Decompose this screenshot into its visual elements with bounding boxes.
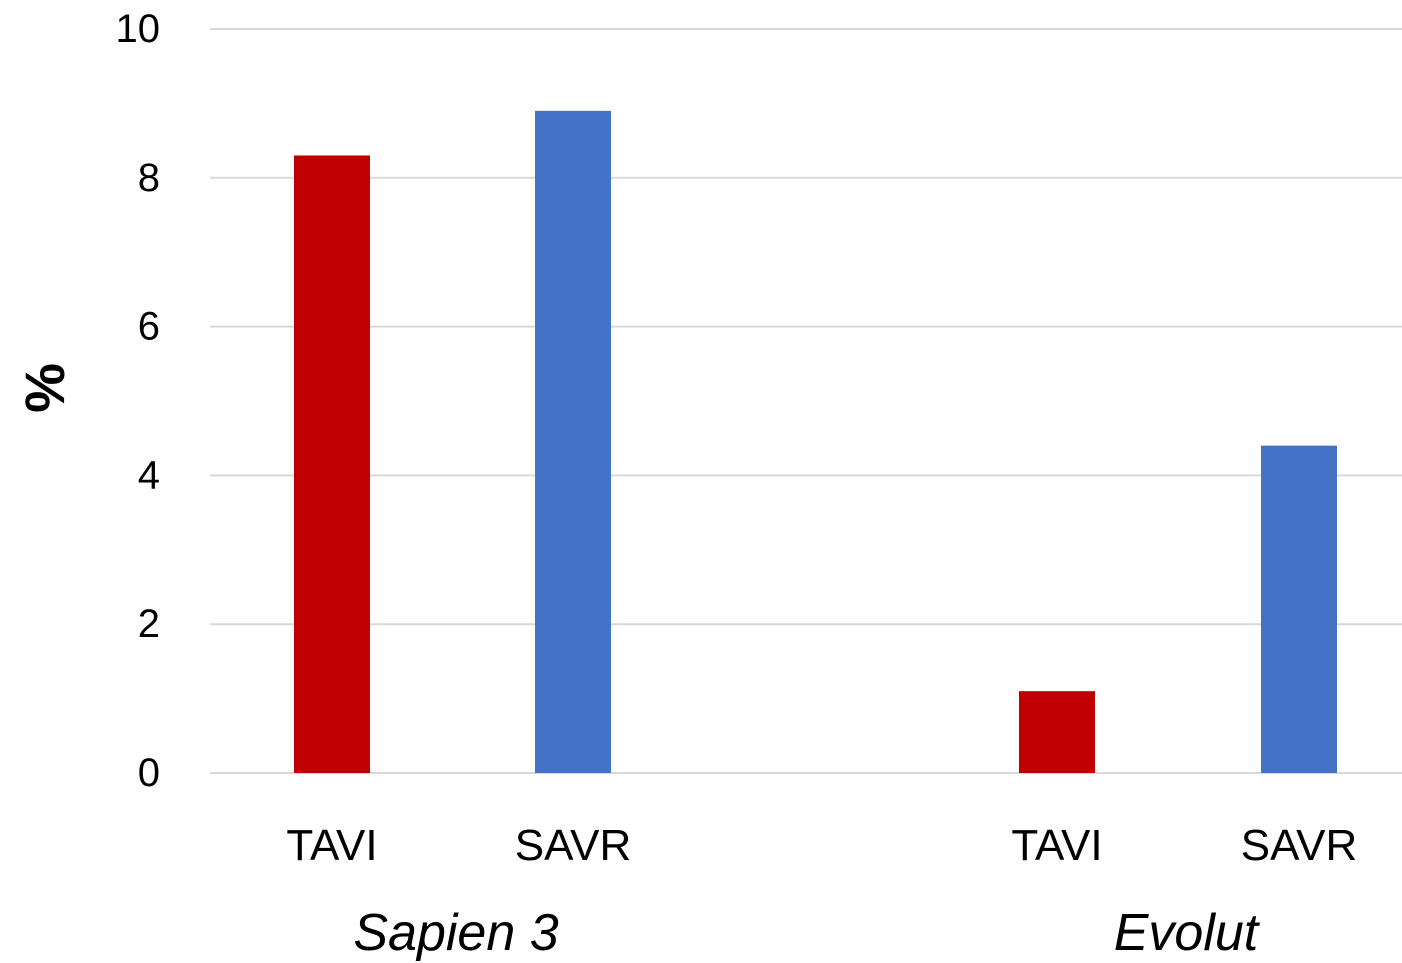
- group-label: Evolut: [1114, 904, 1261, 962]
- bars: [294, 110, 1337, 774]
- category-label: TAVI: [1011, 821, 1102, 870]
- y-tick-label: 2: [138, 602, 160, 646]
- group-label: Sapien 3: [353, 904, 558, 962]
- category-label: SAVR: [1241, 821, 1358, 870]
- y-axis-label: %: [13, 363, 76, 413]
- gridlines: [210, 28, 1402, 774]
- category-labels: TAVI SAVR TAVI SAVR: [286, 821, 1357, 870]
- category-label: TAVI: [286, 821, 377, 870]
- bar-evolut-savr: [1261, 445, 1337, 773]
- y-tick-label: 8: [138, 156, 160, 200]
- y-tick-label: 4: [138, 453, 160, 497]
- category-label: SAVR: [515, 821, 632, 870]
- y-tick-label: 6: [138, 305, 160, 349]
- y-tick-label: 10: [116, 7, 161, 51]
- y-axis-ticks: 0 2 4 6 8 10: [116, 7, 161, 795]
- bar-sapien-3-savr: [535, 110, 611, 774]
- bar-sapien-3-tavi: [294, 155, 370, 774]
- y-tick-label: 0: [138, 751, 160, 795]
- bar-evolut-tavi: [1019, 691, 1095, 773]
- group-labels: Sapien 3 Evolut: [353, 904, 1260, 962]
